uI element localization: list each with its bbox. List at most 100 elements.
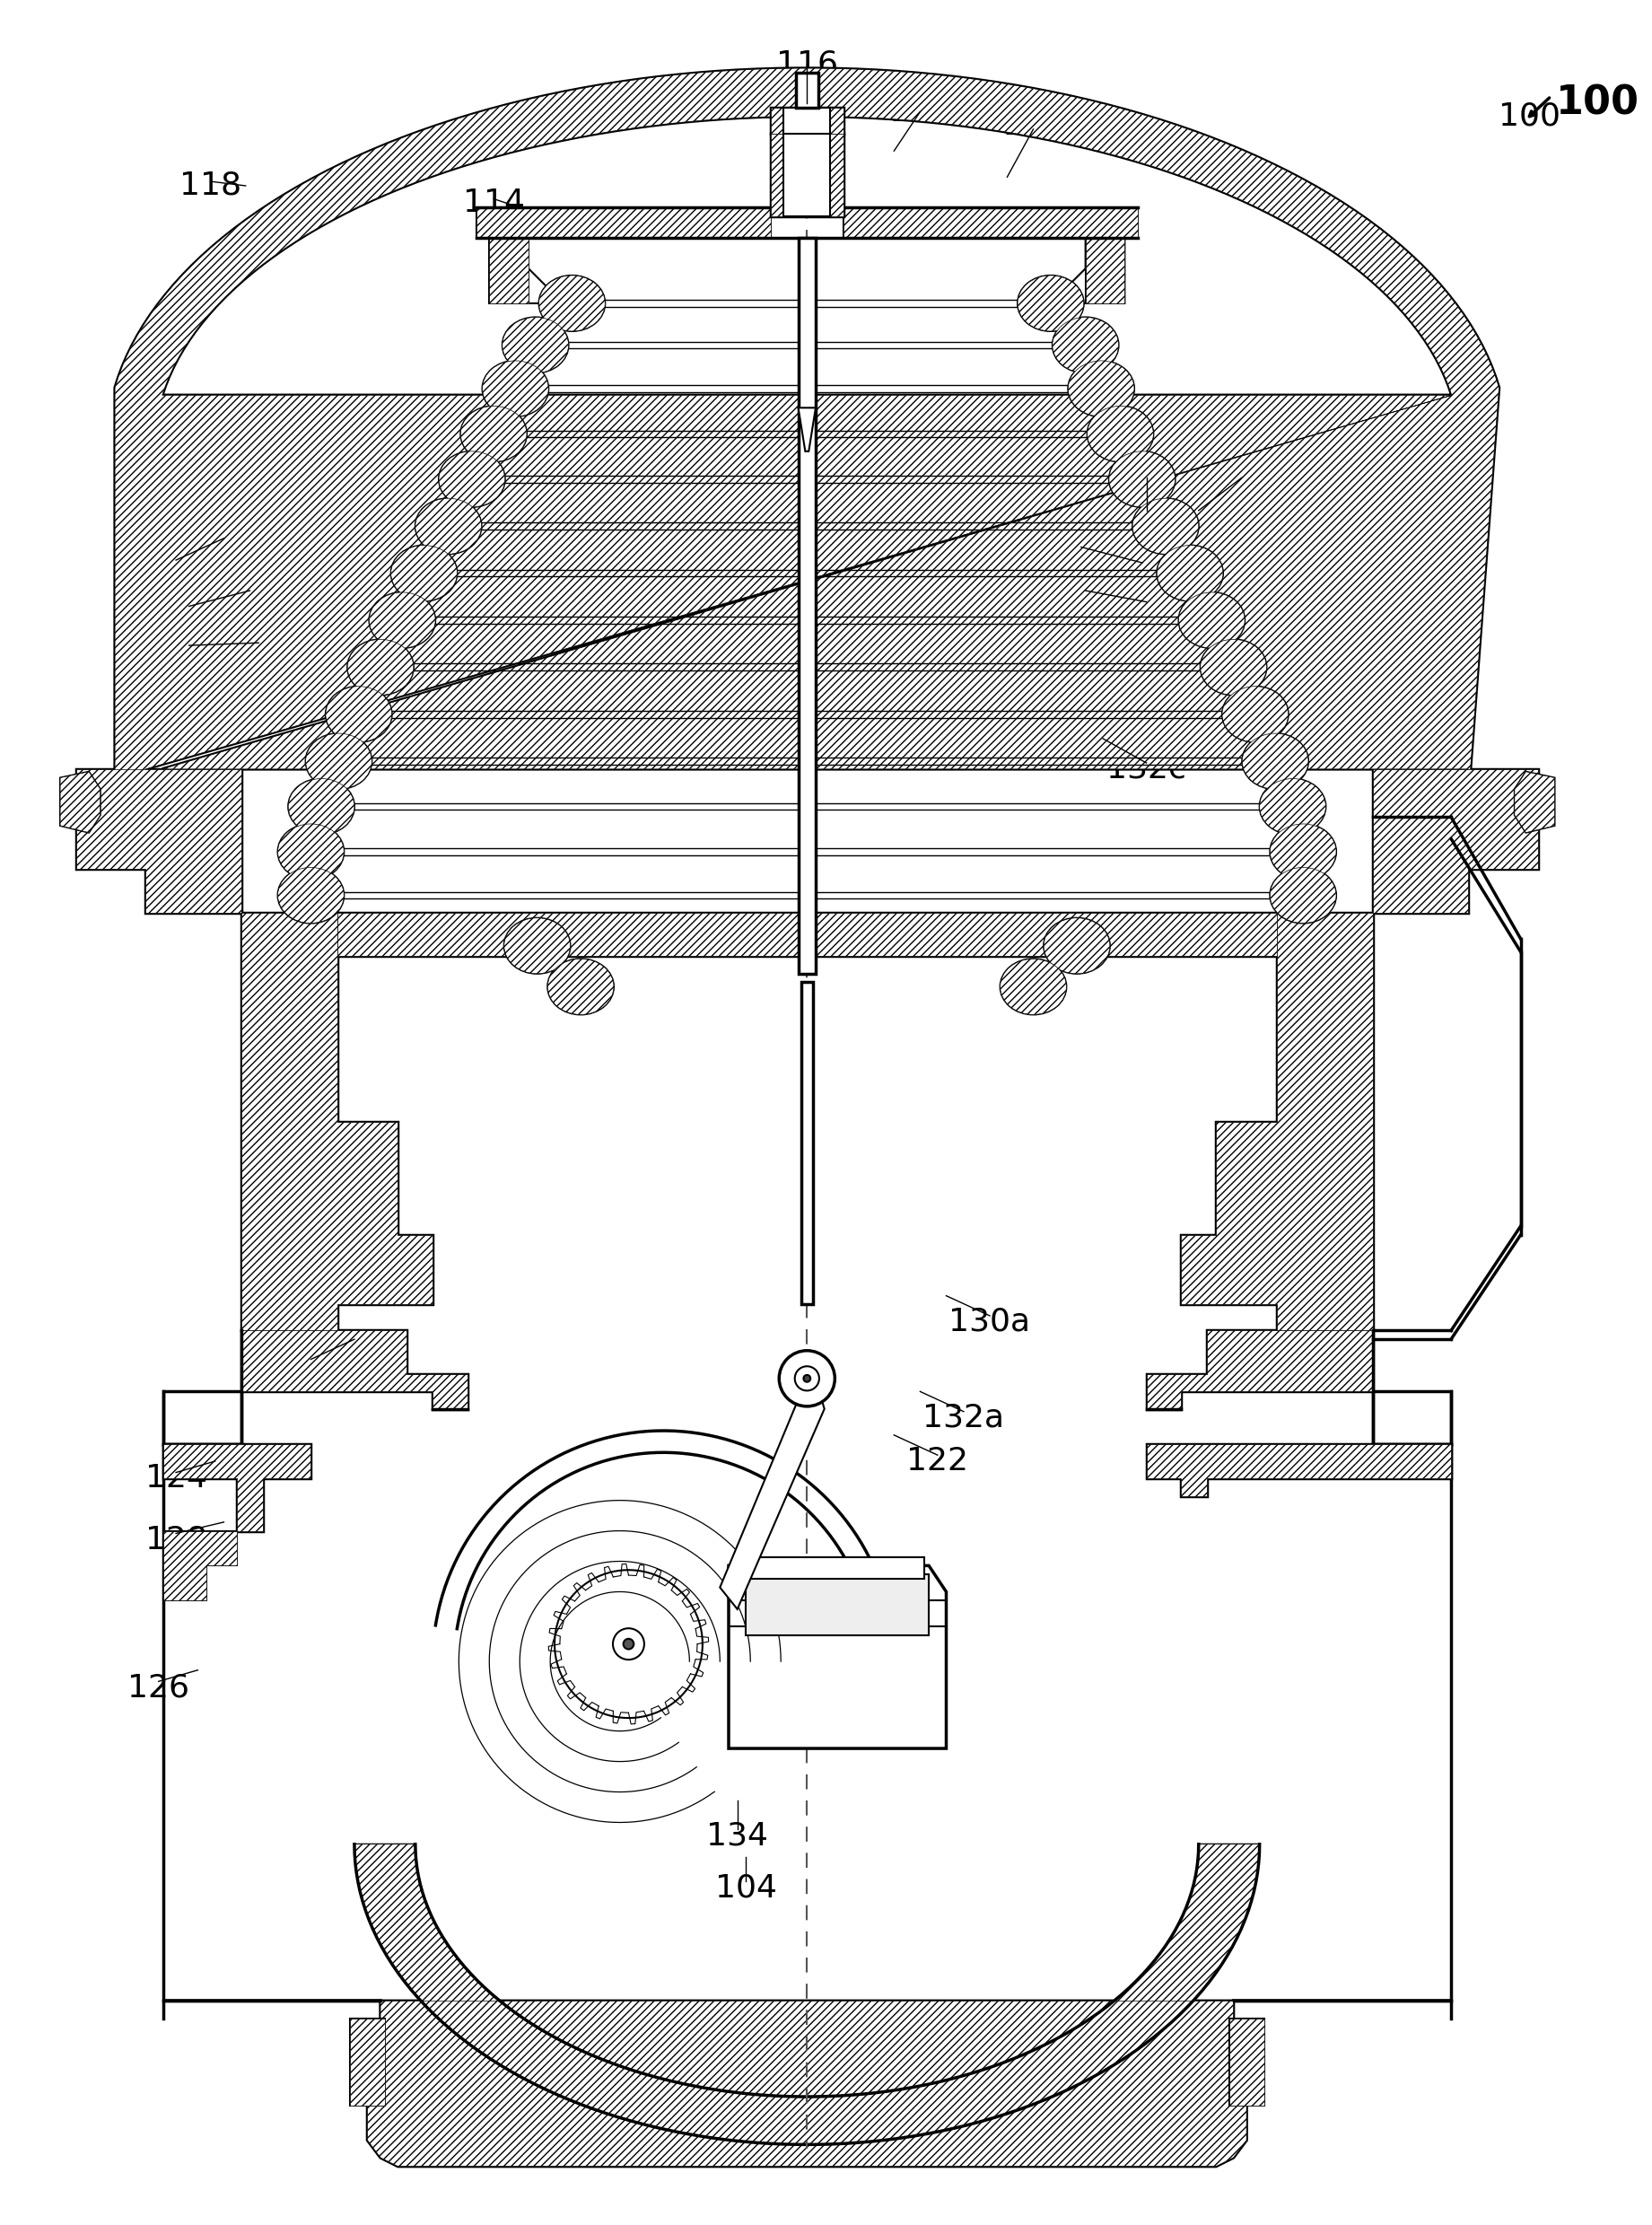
Bar [750, 1558, 925, 1580]
Polygon shape [76, 770, 241, 912]
Ellipse shape [1087, 405, 1153, 463]
Polygon shape [1181, 912, 1373, 1331]
Ellipse shape [1108, 452, 1175, 507]
Ellipse shape [482, 360, 548, 416]
Polygon shape [844, 207, 1138, 238]
Ellipse shape [1044, 919, 1110, 975]
Ellipse shape [347, 639, 413, 694]
Text: 132b: 132b [269, 1351, 352, 1382]
Polygon shape [1229, 2018, 1264, 2105]
Ellipse shape [1270, 868, 1336, 923]
Polygon shape [350, 2018, 385, 2105]
Ellipse shape [1044, 919, 1110, 975]
Polygon shape [1069, 238, 1125, 303]
Polygon shape [1181, 912, 1373, 1331]
Text: 126: 126 [127, 1673, 190, 1702]
Ellipse shape [325, 685, 392, 743]
Ellipse shape [1270, 823, 1336, 879]
Ellipse shape [999, 959, 1066, 1015]
Bar [747, 1575, 928, 1635]
Ellipse shape [1178, 592, 1244, 647]
Ellipse shape [1270, 823, 1336, 879]
Polygon shape [770, 107, 844, 134]
Ellipse shape [287, 779, 355, 834]
Ellipse shape [439, 452, 506, 507]
Polygon shape [164, 1444, 311, 1531]
Text: 130c: 130c [149, 596, 230, 627]
Ellipse shape [1133, 498, 1199, 554]
Ellipse shape [1052, 318, 1118, 374]
Polygon shape [59, 772, 101, 832]
Polygon shape [1085, 238, 1125, 303]
Text: 114: 114 [463, 187, 525, 218]
Ellipse shape [1178, 592, 1244, 647]
Polygon shape [355, 1845, 1259, 2145]
Polygon shape [1229, 2018, 1264, 2105]
Text: 118: 118 [180, 171, 241, 200]
Ellipse shape [1242, 734, 1308, 790]
Ellipse shape [1108, 452, 1175, 507]
Polygon shape [1373, 770, 1538, 912]
Circle shape [803, 1375, 811, 1382]
Polygon shape [476, 207, 770, 238]
Text: 132c: 132c [1107, 754, 1186, 785]
Ellipse shape [1133, 498, 1199, 554]
Bar [801, 983, 813, 1304]
Polygon shape [770, 134, 844, 216]
Polygon shape [1515, 772, 1555, 832]
Polygon shape [770, 134, 844, 216]
Text: 108: 108 [889, 96, 952, 127]
Ellipse shape [502, 318, 568, 374]
Ellipse shape [439, 452, 506, 507]
Polygon shape [489, 238, 529, 303]
Polygon shape [770, 107, 844, 134]
Ellipse shape [1242, 734, 1308, 790]
Polygon shape [59, 772, 101, 832]
Ellipse shape [415, 498, 481, 554]
Ellipse shape [547, 959, 615, 1015]
Ellipse shape [1259, 779, 1325, 834]
Ellipse shape [461, 405, 527, 463]
Text: 128: 128 [145, 1524, 206, 1555]
Polygon shape [729, 1566, 947, 1749]
Text: 136: 136 [1115, 501, 1178, 532]
Text: 106: 106 [1115, 592, 1178, 623]
Polygon shape [489, 238, 529, 303]
Ellipse shape [547, 959, 615, 1015]
Text: 124: 124 [145, 1464, 206, 1493]
Ellipse shape [415, 498, 481, 554]
Polygon shape [1373, 1391, 1450, 1444]
Ellipse shape [347, 639, 413, 694]
Ellipse shape [1156, 545, 1222, 601]
Polygon shape [1085, 238, 1125, 303]
Text: 130b: 130b [1100, 554, 1183, 585]
Ellipse shape [999, 959, 1066, 1015]
Ellipse shape [1201, 639, 1267, 694]
Polygon shape [337, 912, 1277, 957]
Ellipse shape [502, 318, 568, 374]
Ellipse shape [1018, 276, 1084, 332]
Ellipse shape [1222, 685, 1289, 743]
Polygon shape [164, 1391, 241, 1444]
Ellipse shape [1270, 868, 1336, 923]
Circle shape [623, 1640, 634, 1649]
Polygon shape [116, 69, 1498, 794]
Text: 122: 122 [907, 1446, 968, 1477]
Ellipse shape [392, 545, 458, 601]
Ellipse shape [504, 919, 570, 975]
Circle shape [795, 1366, 819, 1391]
Ellipse shape [1069, 360, 1135, 416]
Text: 110: 110 [1003, 109, 1064, 140]
Text: 134: 134 [707, 1820, 768, 1851]
Polygon shape [164, 2000, 1450, 2167]
Polygon shape [350, 2018, 385, 2105]
Ellipse shape [1201, 639, 1267, 694]
Ellipse shape [1069, 360, 1135, 416]
Circle shape [780, 1351, 834, 1406]
Polygon shape [337, 912, 1277, 957]
Polygon shape [241, 912, 433, 1331]
Polygon shape [844, 207, 1138, 238]
Ellipse shape [278, 868, 344, 923]
Polygon shape [116, 69, 1498, 794]
Polygon shape [1515, 772, 1555, 832]
